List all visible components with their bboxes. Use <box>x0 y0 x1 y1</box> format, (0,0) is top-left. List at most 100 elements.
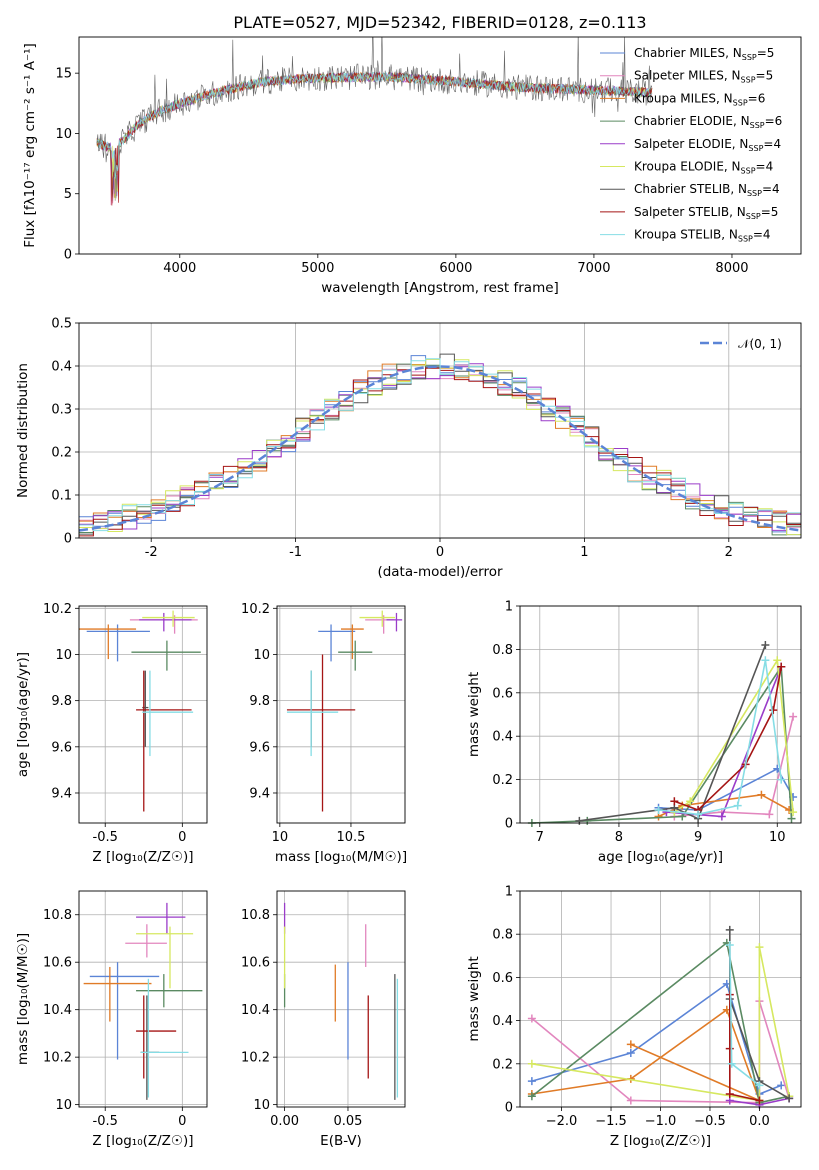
legend-tail: =5 <box>757 46 775 60</box>
axes-frame <box>276 890 406 1108</box>
marker-salpeter-elodie <box>717 812 726 821</box>
marker-salpeter-miles <box>765 810 774 819</box>
legend-text: Kroupa MILES, N <box>634 91 733 105</box>
y-tick-label: 10.2 <box>241 602 270 617</box>
legend-tail: =4 <box>756 160 774 174</box>
y-tick-label: 0.4 <box>51 360 72 375</box>
y-tick-label: 9.4 <box>51 786 72 801</box>
x-tick-label: 4000 <box>163 261 196 276</box>
x-tick-label: 10 <box>769 830 786 845</box>
legend-sub: SSP <box>746 212 761 221</box>
line-chabrier-elodie <box>531 664 793 824</box>
x-tick-label: 9 <box>694 830 702 845</box>
x-axis-label: age [log₁₀(age/yr)] <box>598 849 723 865</box>
marker-kroupa-miles <box>626 1040 635 1049</box>
legend-text: Chabrier MILES, N <box>634 46 742 60</box>
y-tick-label: 0.2 <box>492 1057 513 1072</box>
marker-kroupa-stelib <box>725 941 734 949</box>
y-axis-label: Normed distribution <box>15 363 31 498</box>
y-tick-label: 10 <box>55 127 72 142</box>
marker-kroupa-elodie <box>789 808 798 817</box>
x-axis-label: wavelength [Angstrom, rest frame] <box>321 280 559 296</box>
legend-tail: =6 <box>765 114 783 128</box>
y-tick-label: 0.1 <box>51 489 72 504</box>
x-tick-label: −0.5 <box>694 1114 726 1129</box>
legend-sub: SSP <box>738 235 753 244</box>
marker-salpeter-stelib <box>725 1044 734 1053</box>
marker-salpeter-stelib <box>755 1096 764 1105</box>
marker-salpeter-miles <box>789 712 798 721</box>
y-axis-label: mass weight <box>466 672 482 757</box>
line-kroupa-miles <box>531 1008 761 1102</box>
legend: 𝒩(0, 1) <box>700 337 782 351</box>
legend-entry: Chabrier MILES, NSSP=5 <box>634 46 774 62</box>
x-tick-label: -0.5 <box>93 1114 118 1129</box>
legend-sub: SSP <box>741 76 756 85</box>
plot-area-z_age <box>79 610 201 812</box>
x-tick-label: 5000 <box>301 261 334 276</box>
y-tick-label: 10.4 <box>43 1003 72 1018</box>
x-tick-label: -0.5 <box>93 830 118 845</box>
marker-chabrier-miles <box>777 1081 786 1090</box>
marker-kroupa-stelib <box>777 775 786 784</box>
y-tick-label: 0.6 <box>492 686 513 701</box>
x-axis-label: Z [log₁₀(Z/Z☉)] <box>92 849 193 865</box>
legend-sub: SSP <box>741 167 756 176</box>
marker-kroupa-stelib <box>733 801 742 810</box>
marker-kroupa-stelib <box>755 1081 764 1090</box>
marker-salpeter-stelib <box>670 797 679 806</box>
y-tick-label: 10.2 <box>43 1051 72 1066</box>
marker-kroupa-stelib <box>761 656 770 665</box>
plot-area-z_weight <box>527 925 794 1109</box>
spectrum-kroupa-stelib <box>96 71 653 179</box>
x-axis-label: E(B-V) <box>320 1133 362 1149</box>
marker-salpeter-stelib <box>725 1090 734 1099</box>
y-axis-label: mass weight <box>466 956 482 1041</box>
marker-kroupa-elodie <box>755 943 764 952</box>
panel-z_mass: -0.5 0 10 10.2 10.4 10.6 10.8 Z [log₁₀(Z/Z☉)] ma… <box>15 890 208 1149</box>
y-tick-label: 0 <box>505 817 513 832</box>
legend-tail: =5 <box>756 69 774 83</box>
x-tick-label: −1.0 <box>645 1114 677 1129</box>
y-tick-label: 10 <box>253 1098 270 1113</box>
axes-frame <box>519 890 802 1108</box>
x-tick-label: 0.00 <box>270 1114 299 1129</box>
legend-tail: =4 <box>762 182 780 196</box>
marker-kroupa-elodie <box>773 656 782 665</box>
legend-entry: Chabrier ELODIE, NSSP=6 <box>634 114 782 130</box>
y-axis-label: Flux [fλ10⁻¹⁷ erg cm⁻² s⁻¹ A⁻¹] <box>22 43 38 248</box>
plot-area-age_weight <box>527 641 798 827</box>
x-tick-label: 6000 <box>439 261 472 276</box>
x-axis-label: (data-model)/error <box>377 564 503 580</box>
chart-title: PLATE=0527, MJD=52342, FIBERID=0128, z=0… <box>233 13 646 32</box>
y-axis-label: age [log₁₀(age/yr)] <box>15 652 31 777</box>
y-tick-label: 1 <box>505 885 513 900</box>
marker-chabrier-stelib <box>785 1094 794 1103</box>
legend-entry: Salpeter ELODIE, NSSP=4 <box>634 137 781 153</box>
y-tick-label: 0.8 <box>492 643 513 658</box>
panel-z_weight: −2.0 −1.5 −1.0 −0.5 0.0 0 0.2 0.4 0.6 0.8 1 Z [log₁… <box>466 885 802 1149</box>
marker-kroupa-miles <box>757 790 766 799</box>
x-tick-label: −1.5 <box>595 1114 627 1129</box>
x-axis-label: Z [log₁₀(Z/Z☉)] <box>92 1133 193 1149</box>
y-tick-label: 10 <box>55 1098 72 1113</box>
marker-chabrier-stelib <box>761 641 770 650</box>
marker-kroupa-elodie <box>686 797 695 806</box>
weight-lines <box>527 925 794 1109</box>
x-tick-label: 0 <box>178 830 186 845</box>
marker-salpeter-stelib <box>769 706 778 715</box>
line-kroupa-elodie <box>673 657 794 813</box>
x-tick-label: -1 <box>289 545 302 560</box>
y-tick-label: 9.6 <box>51 740 72 755</box>
y-tick-label: 0.4 <box>492 1014 513 1029</box>
x-tick-label: 8 <box>615 830 623 845</box>
hist-salpeter-elodie <box>79 363 801 531</box>
marker-chabrier-elodie <box>787 814 796 823</box>
y-tick-label: 1 <box>505 600 513 615</box>
error-bars <box>286 610 403 812</box>
x-axis-label: mass [log₁₀(M/M☉)] <box>275 849 407 865</box>
axes-frame <box>519 605 802 824</box>
y-tick-label: 10.4 <box>241 1003 270 1018</box>
y-tick-label: 0.3 <box>51 403 72 418</box>
